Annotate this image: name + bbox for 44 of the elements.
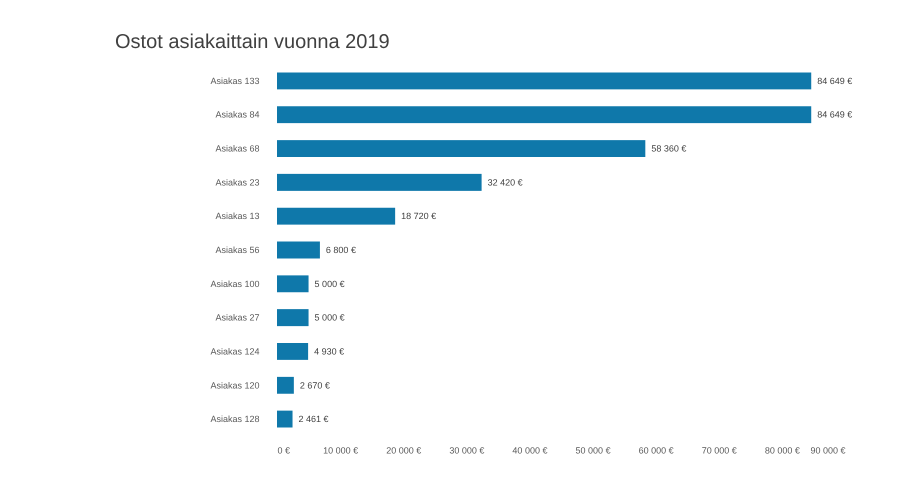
x-tick-label: 50 000 € xyxy=(576,446,611,456)
x-tick-label: 70 000 € xyxy=(702,446,737,456)
data-label: 4 930 € xyxy=(314,346,344,356)
data-label: 5 000 € xyxy=(314,312,345,323)
bar xyxy=(277,275,309,292)
data-label: 32 420 € xyxy=(488,177,523,188)
bar xyxy=(277,376,294,394)
y-tick-label: Asiakas 56 xyxy=(215,245,260,255)
bar xyxy=(277,208,396,225)
y-tick-label: Asiakas 133 xyxy=(210,76,260,86)
y-tick-label: Asiakas 100 xyxy=(210,278,260,289)
x-tick-label: 80 000 € xyxy=(764,446,800,456)
data-label: 2 670 € xyxy=(300,380,330,390)
y-tick-label: Asiakas 68 xyxy=(215,144,260,154)
data-label: 58 360 € xyxy=(651,144,686,154)
data-label: 6 800 € xyxy=(326,245,356,255)
x-tick-label: 40 000 € xyxy=(512,446,548,456)
y-tick-label: Asiakas 13 xyxy=(215,211,260,222)
bar xyxy=(277,106,812,124)
bar xyxy=(277,72,812,90)
x-tick-label: 10 000 € xyxy=(323,446,358,456)
x-tick-label: 90 000 € xyxy=(810,446,846,456)
y-tick-label: Asiakas 84 xyxy=(215,110,260,120)
y-tick-label: Asiakas 120 xyxy=(210,380,260,390)
bar xyxy=(277,410,293,428)
x-tick-label: 60 000 € xyxy=(638,446,674,456)
y-tick-label: Asiakas 128 xyxy=(210,414,260,424)
chart-title: Ostot asiakaittain vuonna 2019 xyxy=(115,31,390,53)
bar xyxy=(277,309,309,326)
bar xyxy=(277,140,646,157)
bar xyxy=(277,174,482,191)
y-tick-label: Asiakas 27 xyxy=(215,312,260,323)
data-label: 2 461 € xyxy=(298,414,329,424)
x-tick-label: 30 000 € xyxy=(449,446,484,456)
y-tick-label: Asiakas 124 xyxy=(210,346,260,356)
x-tick-label: 20 000 € xyxy=(386,446,422,456)
data-label: 18 720 € xyxy=(401,211,436,222)
y-tick-label: Asiakas 23 xyxy=(215,177,260,188)
data-label: 84 649 € xyxy=(817,76,852,86)
data-label: 84 649 € xyxy=(817,110,852,120)
bar xyxy=(277,242,320,258)
x-tick-label: 0 € xyxy=(278,446,290,456)
data-label: 5 000 € xyxy=(314,278,345,289)
bar xyxy=(277,343,308,360)
